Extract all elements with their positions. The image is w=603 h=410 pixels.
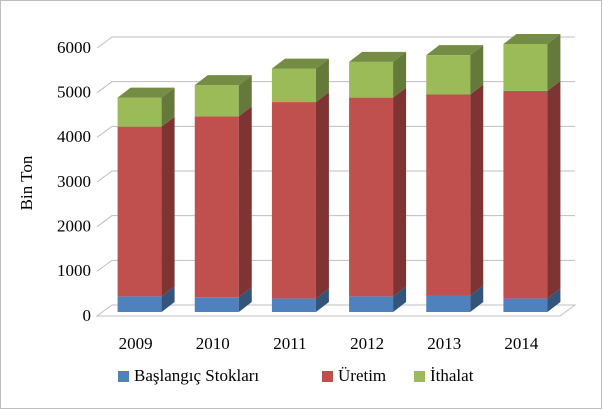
- x-tick-label: 2012: [350, 334, 384, 353]
- bar-side: [393, 51, 407, 98]
- legend-label: İthalat: [430, 366, 474, 385]
- x-tick-label: 2013: [427, 334, 461, 353]
- bar-top: [503, 34, 561, 44]
- bar-top: [349, 51, 407, 62]
- bar-top: [271, 58, 329, 69]
- bar-segment: [426, 94, 471, 296]
- bar-segment: [117, 97, 162, 127]
- bar-side: [547, 80, 561, 299]
- legend-swatch: [322, 371, 333, 382]
- bar-segment: [503, 298, 548, 312]
- bar-top: [194, 75, 252, 86]
- bar-side: [315, 92, 329, 299]
- bar-top: [426, 45, 484, 56]
- bar-segment: [426, 295, 471, 312]
- bar-segment: [194, 116, 239, 298]
- y-tick-label: 5000: [57, 83, 91, 102]
- bar-segment: [503, 90, 548, 299]
- legend-label: Başlangıç Stokları: [134, 366, 259, 385]
- bar-side: [161, 286, 175, 312]
- grid-line: [96, 81, 575, 94]
- bar-segment: [194, 85, 239, 117]
- bar-segment: [194, 297, 239, 312]
- bar-side: [161, 116, 175, 297]
- grid-line: [96, 36, 575, 49]
- grid-line: [96, 259, 575, 272]
- legend-swatch: [414, 371, 425, 382]
- x-tick-label: 2010: [196, 334, 230, 353]
- y-tick-label: 6000: [57, 38, 91, 57]
- bar-side: [238, 106, 252, 298]
- bar-segment: [271, 102, 316, 299]
- bar-segment: [117, 296, 162, 312]
- bar-top: [117, 87, 175, 98]
- bar-side: [470, 84, 484, 296]
- grid-line: [96, 215, 575, 228]
- bar-side: [470, 45, 484, 95]
- x-tick-label: 2009: [119, 334, 153, 353]
- grid-line: [96, 170, 575, 183]
- bar-segment: [271, 68, 316, 103]
- bar-side: [315, 58, 329, 103]
- x-tick-label: 2014: [504, 334, 539, 353]
- bar-side: [393, 286, 407, 312]
- bar-segment: [117, 126, 162, 297]
- bar-side: [547, 34, 561, 91]
- bar-segment: [503, 44, 548, 91]
- bar-segment: [271, 298, 316, 312]
- grid-line: [96, 125, 575, 138]
- bar-side: [161, 87, 175, 127]
- y-tick-label: 2000: [57, 217, 91, 236]
- bar-segment: [349, 97, 394, 297]
- bar-side: [470, 285, 484, 312]
- bar-side: [393, 87, 407, 297]
- floor: [95, 304, 577, 317]
- y-tick-label: 4000: [57, 127, 91, 146]
- y-tick-label: 1000: [57, 261, 91, 280]
- legend-label: Üretim: [338, 366, 386, 385]
- y-tick-label: 3000: [57, 172, 91, 191]
- y-tick-label: 0: [83, 306, 92, 325]
- bar-segment: [349, 61, 394, 98]
- y-axis-label: Bin Ton: [17, 155, 36, 210]
- bar-side: [547, 288, 561, 312]
- bar-segment: [426, 55, 471, 95]
- bar-side: [238, 75, 252, 117]
- x-tick-label: 2011: [273, 334, 306, 353]
- bar-side: [238, 287, 252, 312]
- bar-side: [315, 288, 329, 312]
- legend-swatch: [118, 371, 129, 382]
- bar-segment: [349, 296, 394, 312]
